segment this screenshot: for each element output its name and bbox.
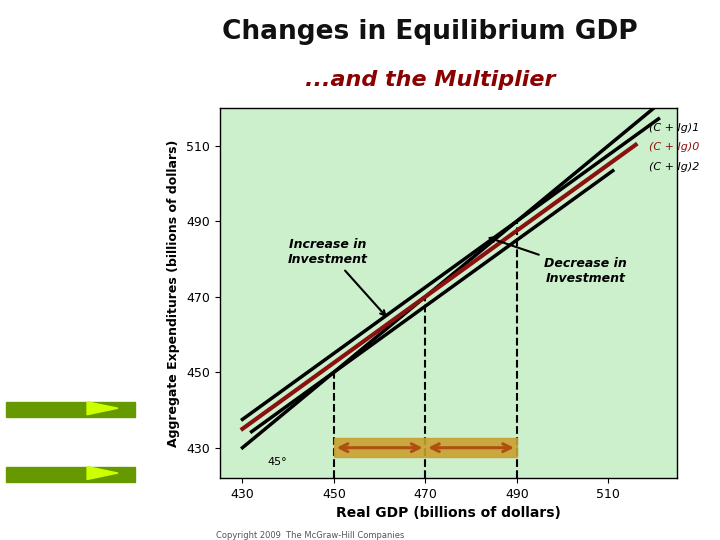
Text: 9-8: 9-8 bbox=[60, 518, 81, 529]
Text: ...and the Multiplier: ...and the Multiplier bbox=[305, 70, 555, 90]
Text: Equilibrium GDP: Equilibrium GDP bbox=[12, 180, 90, 190]
Text: Changes in Equilibrium GDP: Changes in Equilibrium GDP bbox=[222, 19, 638, 45]
Text: Key Terms: Key Terms bbox=[12, 397, 68, 407]
Text: Recessionary
Expenditure
Gap: Recessionary Expenditure Gap bbox=[12, 416, 76, 446]
X-axis label: Real GDP (billions of dollars): Real GDP (billions of dollars) bbox=[336, 506, 561, 520]
Polygon shape bbox=[87, 402, 118, 415]
Text: Equilibrium GDP
and the
Multiplier: Equilibrium GDP and the Multiplier bbox=[12, 202, 90, 232]
Text: End Show: End Show bbox=[12, 462, 65, 472]
Bar bbox=[6, 402, 135, 417]
Text: Consumption
and Investment: Consumption and Investment bbox=[12, 140, 88, 160]
Text: (C + Ig)2: (C + Ig)2 bbox=[649, 162, 700, 172]
Text: Copyright 2009  The McGraw-Hill Companies: Copyright 2009 The McGraw-Hill Companies bbox=[216, 531, 405, 540]
Text: Last Word: Last Word bbox=[12, 531, 60, 540]
Text: (C + Ig)1: (C + Ig)1 bbox=[649, 124, 700, 133]
Text: (C + Ig)0: (C + Ig)0 bbox=[649, 141, 700, 152]
Text: Lump-Sum Tax
Increase and
GDP: Lump-Sum Tax Increase and GDP bbox=[12, 358, 82, 388]
Y-axis label: Aggregate Expenditures (billions of dollars): Aggregate Expenditures (billions of doll… bbox=[168, 139, 181, 447]
Text: Inflationary
Expenditure
Gap: Inflationary Expenditure Gap bbox=[12, 474, 71, 503]
Text: Government
Spending and
GDP: Government Spending and GDP bbox=[12, 300, 78, 330]
Bar bbox=[6, 467, 135, 482]
Polygon shape bbox=[87, 467, 118, 480]
Text: Decrease in
Investment: Decrease in Investment bbox=[490, 237, 627, 285]
Text: International
Trade: International Trade bbox=[12, 260, 75, 280]
Bar bbox=[334, 438, 517, 457]
Text: 45°: 45° bbox=[268, 457, 287, 467]
Text: Increase in
Investment: Increase in Investment bbox=[288, 238, 385, 315]
